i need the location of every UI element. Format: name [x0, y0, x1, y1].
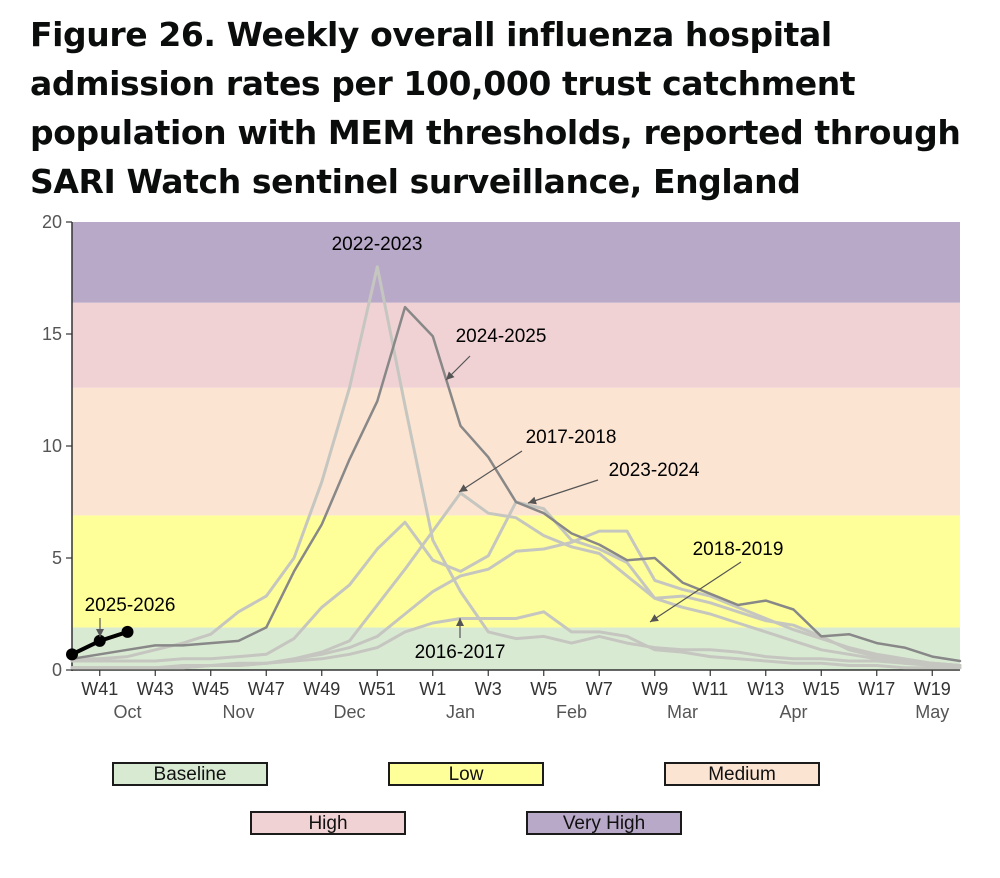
- y-tick-label-15: 15: [42, 324, 62, 344]
- x-tick-label-w5: W5: [530, 679, 557, 699]
- legend-item-baseline: Baseline: [112, 762, 268, 786]
- x-tick-label-w17: W17: [858, 679, 895, 699]
- x-tick-label-w13: W13: [747, 679, 784, 699]
- annotation-arrowhead: [459, 484, 468, 492]
- month-label-may: May: [915, 702, 949, 722]
- band-very-high: [72, 222, 960, 303]
- annotation-leader: [649, 561, 742, 623]
- x-tick-label-w41: W41: [81, 679, 118, 699]
- annotation-arrowhead: [650, 614, 659, 622]
- annotation-leader: [527, 479, 599, 504]
- x-tick-label-w11: W11: [692, 679, 728, 699]
- band-medium: [72, 387, 960, 516]
- annotation-label-2022-2023: 2022-2023: [332, 234, 423, 255]
- legend-item-medium: Medium: [664, 762, 820, 786]
- y-tick-label-10: 10: [42, 436, 62, 456]
- chart-axes: 0 5 10 15 20 W41 W43 W45 W47 W49 W51 W1 W3 W5 W7 W9 W11 W…: [42, 212, 960, 722]
- legend-item-high: High: [250, 811, 406, 835]
- x-tick-label-w45: W45: [192, 679, 229, 699]
- series-line-2024-2025: [70, 305, 962, 663]
- legend-item-low: Low: [388, 762, 544, 786]
- annotation-arrowhead: [528, 496, 537, 505]
- series-point-2025-2026: [121, 625, 134, 638]
- band-high: [72, 302, 960, 388]
- series-lines: [66, 265, 962, 670]
- legend-item-very-high: Very High: [526, 811, 682, 835]
- x-tick-label-w47: W47: [248, 679, 285, 699]
- annotation-label-2016-2017: 2016-2017: [415, 642, 506, 663]
- month-label-jan: Jan: [446, 702, 475, 722]
- x-tick-label-w51: W51: [359, 679, 396, 699]
- y-tick-label-5: 5: [52, 548, 62, 568]
- month-label-feb: Feb: [556, 702, 587, 722]
- x-tick-label-w7: W7: [586, 679, 613, 699]
- annotation-arrowhead: [446, 371, 455, 380]
- annotation-arrowhead: [456, 618, 464, 626]
- chart-title: Figure 26. Weekly overall influenza hosp…: [30, 15, 961, 201]
- series-line-2022-2023: [70, 265, 962, 667]
- annotation-leader: [458, 450, 523, 493]
- month-label-apr: Apr: [779, 702, 807, 722]
- series-line-2018-2019: [70, 529, 962, 670]
- y-tick-label-0: 0: [52, 660, 62, 680]
- x-tick-label-w49: W49: [303, 679, 340, 699]
- month-label-dec: Dec: [333, 702, 365, 722]
- x-tick-label-w19: W19: [914, 679, 951, 699]
- x-tick-label-w15: W15: [803, 679, 840, 699]
- annotation-label-2023-2024: 2023-2024: [609, 460, 700, 481]
- annotation-label-2025-2026: 2025-2026: [85, 595, 176, 616]
- series-point-2025-2026: [93, 634, 106, 647]
- annotation-label-2024-2025: 2024-2025: [456, 326, 547, 347]
- x-tick-label-w43: W43: [137, 679, 174, 699]
- y-tick-label-20: 20: [42, 212, 62, 232]
- annotation-label-2017-2018: 2017-2018: [526, 427, 617, 448]
- chart-annotations: 2022-2023 2024-2025 2017-2018 2023-2024 2018…: [85, 234, 784, 663]
- month-label-oct: Oct: [113, 702, 141, 722]
- annotation-arrowhead: [96, 629, 104, 637]
- x-tick-label-w1: W1: [419, 679, 446, 699]
- series-point-2025-2026: [66, 648, 78, 661]
- month-label-nov: Nov: [222, 702, 254, 722]
- x-tick-label-w9: W9: [641, 679, 668, 699]
- band-low: [72, 515, 960, 628]
- x-tick-label-w3: W3: [475, 679, 502, 699]
- month-label-mar: Mar: [667, 702, 698, 722]
- threshold-bands: [72, 222, 960, 670]
- annotation-label-2018-2019: 2018-2019: [693, 539, 784, 560]
